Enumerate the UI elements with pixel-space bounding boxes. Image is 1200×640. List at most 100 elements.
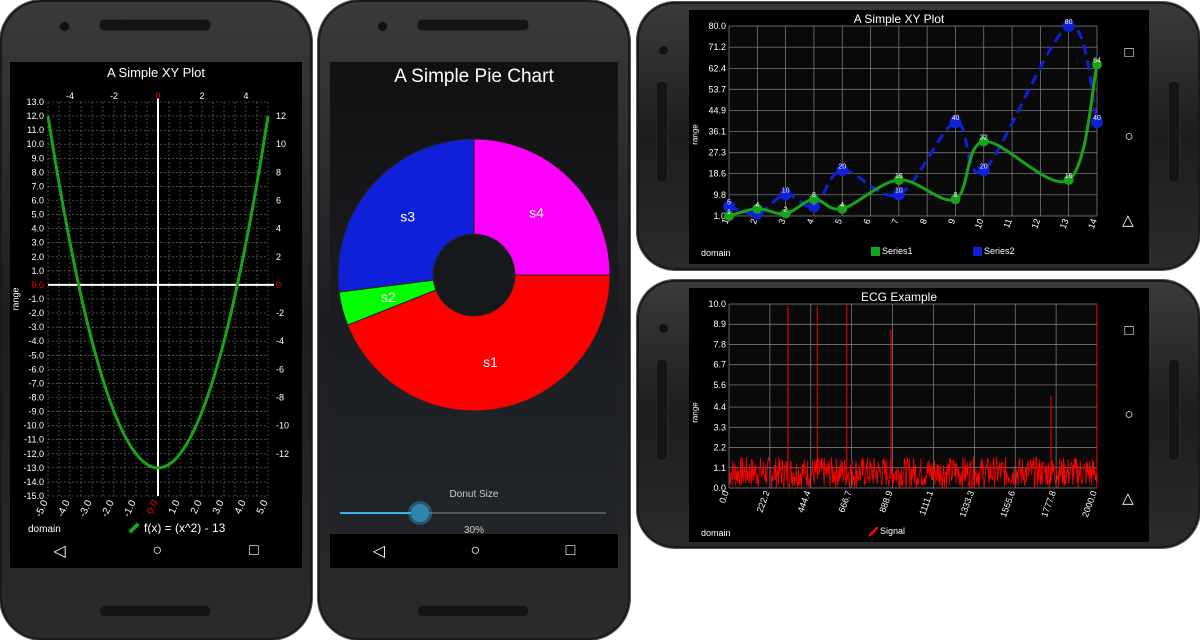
x-tick-label: -2.0 <box>99 498 116 519</box>
xy-plot-chart[interactable]: 80.071.262.453.744.936.127.318.69.81.01 2… <box>689 10 1109 264</box>
legend-label: f(x) = (x^2) - 13 <box>144 521 226 535</box>
y-tick-label: 80.0 <box>708 21 726 31</box>
home-icon[interactable]: ○ <box>470 542 481 559</box>
top-speaker <box>418 20 528 30</box>
pie-slice-label: s3 <box>400 209 415 225</box>
series2-line <box>728 24 1099 216</box>
x-tick-label: 1555.6 <box>998 489 1017 518</box>
xy-plot-title: A Simple XY Plot <box>106 65 206 80</box>
donut-hole <box>432 233 516 317</box>
donut-size-slider[interactable] <box>340 504 606 522</box>
x-tick-label: 2 <box>199 91 204 101</box>
series1-point <box>780 208 791 219</box>
y-tick-label: 10 <box>276 139 286 149</box>
screen-3: A Simple XY Plot 80.0 71.2 62.4 53.7 44.9 36.… <box>689 10 1149 264</box>
x-tick-label: -2 <box>110 91 118 101</box>
x-tick-label: -3.0 <box>77 498 94 519</box>
domain-label: domain <box>701 528 731 538</box>
y-tick-label: 2.2 <box>713 443 726 453</box>
bottom-speaker <box>418 606 528 616</box>
y-tick-label: 6.0 <box>31 196 44 206</box>
y-tick-label: 1.0 <box>31 266 44 276</box>
recents-icon[interactable]: □ <box>1124 43 1134 61</box>
y-tick-label: 36.1 <box>708 127 726 137</box>
y-tick-label: -1.0 <box>28 294 44 304</box>
y-tick-label: -11.0 <box>24 435 44 445</box>
series2-point <box>779 188 792 201</box>
x-tick-label: 5 <box>833 217 844 225</box>
x-tick-label: 13 <box>1058 217 1071 230</box>
y-tick-label: 9.0 <box>31 153 44 163</box>
back-icon[interactable]: ◁ <box>53 543 66 560</box>
x-tick-label: 222.2 <box>755 489 772 514</box>
xy-plot-chart[interactable]: 13.0 12.0 11.0 10.0 9.0 8.0 7.0 6.0 5.0 4.0 3.0 2.0… <box>10 62 302 568</box>
y-tick-label: 9.8 <box>713 190 726 200</box>
series1-point <box>950 194 961 205</box>
series1-point <box>1092 59 1102 70</box>
x-tick-label: 11 <box>1001 217 1014 229</box>
y-tick-label: 62.4 <box>708 63 726 73</box>
y-tick-label: 10.0 <box>26 139 44 149</box>
back-icon[interactable]: ◁ <box>1119 215 1137 228</box>
recents-icon[interactable]: □ <box>1124 321 1134 339</box>
x-tick-label: 8 <box>918 217 929 225</box>
y-tick-label: 7.0 <box>31 181 44 191</box>
series-line <box>46 115 270 470</box>
series1-point <box>724 211 734 221</box>
series2-point <box>807 200 820 213</box>
signal-label: Signal <box>880 526 906 536</box>
x-tick-label: 1333.3 <box>957 489 976 518</box>
data-label: 2 <box>784 207 788 214</box>
home-icon[interactable]: ○ <box>1124 405 1134 423</box>
ecg-chart[interactable]: 10.0 8.9 7.8 6.7 5.6 4.4 3.3 2.2 1.1 0.00.0 222.2 4… <box>689 288 1109 542</box>
phone-landscape-2: ECG Example 10.0 8.9 7.8 6.7 5.6 4.4 3.3 2.2 1.1… <box>637 280 1200 548</box>
slider-thumb[interactable] <box>410 504 429 522</box>
y-tick-label: 4 <box>276 224 281 234</box>
x-tick-label: 3 <box>776 217 787 225</box>
x-tick-label: 4 <box>243 91 248 101</box>
home-icon[interactable]: ○ <box>152 542 163 559</box>
pie-chart[interactable]: s1 s2 s3 s4 <box>330 62 618 482</box>
series1-point <box>978 136 989 147</box>
x-tick-label: 7 <box>890 217 901 225</box>
data-label: 4 <box>755 202 759 209</box>
legend-series2: Series2 <box>973 246 1015 256</box>
phone-portrait-1: A Simple XY Plot 13.0 12.0 11.0 10.0 9.0 8.0 7… <box>0 0 312 640</box>
domain-label: domain <box>28 524 61 535</box>
legend-series1: Series1 <box>871 246 913 256</box>
y-tick-label: 11.0 <box>27 125 44 135</box>
data-label: 1 <box>727 209 731 216</box>
right-speaker <box>1169 82 1179 182</box>
x-tick-label: 5.0 <box>255 498 271 516</box>
recents-icon[interactable]: □ <box>565 542 576 559</box>
y-tick-label: 8 <box>276 167 281 177</box>
pie-chart-title: A Simple Pie Chart <box>394 66 554 87</box>
series2-point <box>949 116 962 129</box>
series2-point <box>892 188 905 201</box>
y-tick-label: -13.0 <box>23 463 44 473</box>
series2-swatch-icon <box>973 246 982 256</box>
y-tick-label: -12.0 <box>23 449 44 459</box>
back-icon[interactable]: ◁ <box>372 543 386 560</box>
screen-2: A Simple Pie Chart s1 s2 s3 s4 Donut Size 3… <box>330 62 618 568</box>
x-tick-label: 12 <box>1029 217 1042 230</box>
x-tick-label: -5.0 <box>33 498 50 519</box>
nav-bar: □ ○ ◁ <box>1109 10 1149 264</box>
series2-point <box>977 164 990 177</box>
home-icon[interactable]: ○ <box>1124 127 1134 145</box>
x-tick-label: 14 <box>1086 217 1099 230</box>
series1-point <box>1063 174 1074 185</box>
x-tick-label: 1777.8 <box>1039 489 1058 518</box>
series1-swatch-icon <box>871 246 880 256</box>
y-tick-label: 5.0 <box>31 210 44 220</box>
data-label: 8 <box>954 192 958 199</box>
slider-track <box>340 512 606 514</box>
data-label: 16 <box>895 173 903 180</box>
series1-label: Series1 <box>882 246 913 256</box>
y-tick-label: -6.0 <box>28 364 44 374</box>
y-tick-label: 6.7 <box>713 360 726 370</box>
data-label: 8 <box>812 192 816 199</box>
y-tick-label: -5.0 <box>28 350 44 360</box>
back-icon[interactable]: ◁ <box>1119 493 1137 506</box>
recents-icon[interactable]: □ <box>248 542 259 559</box>
